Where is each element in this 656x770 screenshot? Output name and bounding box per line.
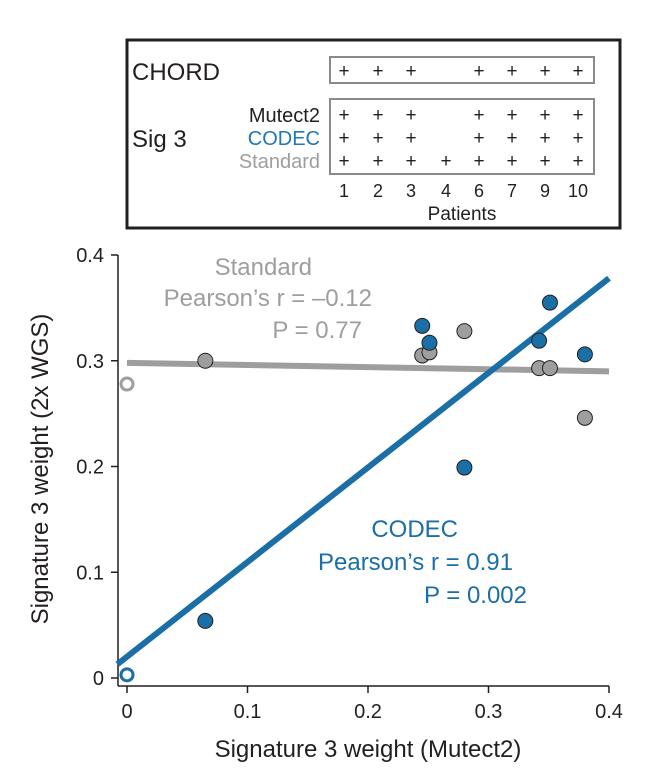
legend-row-standard: Standard [239, 151, 320, 173]
x-tick-label: 0.2 [354, 701, 382, 723]
standard-point [576, 409, 593, 426]
codec-pearson: Pearson’s r = 0.91 [318, 549, 513, 576]
codec-point [531, 332, 548, 349]
scatter-plot: 0 0.1 0.2 0.3 0.4 0 0.1 0.2 0.3 0.4 Signature 3 w… [27, 245, 623, 763]
chord-mark: + [506, 61, 517, 82]
codec-title: CODEC [371, 516, 458, 543]
sig3-mark: + [506, 128, 517, 149]
y-axis-label: Signature 3 weight (2x WGS) [27, 314, 54, 625]
y-tick-label: 0.2 [76, 457, 104, 479]
patient-label: 1 [339, 181, 349, 201]
standard-pearson: Pearson’s r = –0.12 [164, 285, 372, 312]
patients-axis-label: Patients [428, 204, 497, 225]
patient-label: 9 [540, 181, 550, 201]
x-tick-label: 0.3 [475, 701, 503, 723]
patient-label: 2 [373, 181, 383, 201]
patient-label: 3 [406, 181, 416, 201]
data-points [119, 294, 593, 683]
standard-title: Standard [215, 254, 312, 281]
x-tick-label: 0.4 [595, 701, 623, 723]
codec-fit-line [115, 275, 611, 667]
sig3-mark: + [440, 151, 451, 172]
legend-marks: + + + + + + ++ + + + + + ++ + + + + + ++ + + + + + + + [338, 61, 583, 172]
chord-marks-frame [329, 56, 595, 84]
legend-frame [125, 38, 622, 230]
x-tick-label: 0.1 [234, 701, 262, 723]
sig3-mark: + [473, 105, 484, 126]
x-axis-label: Signature 3 weight (Mutect2) [215, 736, 522, 763]
sig3-mark: + [539, 151, 550, 172]
codec-point [541, 294, 558, 311]
codec-point [119, 667, 135, 683]
chord-mark: + [372, 61, 383, 82]
patient-labels: 1 2 3 4 6 7 9 10 [339, 181, 588, 201]
sig3-mark: + [338, 128, 349, 149]
sig3-mark: + [572, 105, 583, 126]
axes: 0 0.1 0.2 0.3 0.4 0 0.1 0.2 0.3 0.4 [76, 245, 623, 723]
standard-pvalue: P = 0.77 [272, 317, 362, 344]
legend-row-mutect2: Mutect2 [249, 105, 320, 127]
sig3-mark: + [372, 151, 383, 172]
standard-point [541, 360, 558, 377]
codec-point [576, 346, 593, 363]
sig3-mark: + [473, 128, 484, 149]
codec-point [456, 459, 473, 476]
codec-pvalue: P = 0.002 [424, 582, 527, 609]
codec-point [197, 612, 214, 629]
sig3-marks-frame [329, 98, 595, 175]
sig3-mark: + [572, 151, 583, 172]
sig3-mark: + [572, 128, 583, 149]
sig3-mark: + [539, 128, 550, 149]
standard-point [197, 352, 214, 369]
codec-annotation: CODEC Pearson’s r = 0.91 P = 0.002 [318, 516, 527, 609]
chord-label: CHORD [132, 59, 220, 86]
chord-mark: + [572, 61, 583, 82]
legend-box: CHORD Sig 3 Mutect2 CODEC Standard + + + + +… [125, 38, 622, 230]
sig3-mark: + [405, 128, 416, 149]
sig3-mark: + [473, 151, 484, 172]
patient-label: 4 [441, 181, 451, 201]
y-tick-label: 0.3 [76, 351, 104, 373]
chord-mark: + [473, 61, 484, 82]
standard-point [456, 323, 473, 340]
sig3-mark: + [338, 151, 349, 172]
sig3-mark: + [338, 105, 349, 126]
legend-row-codec: CODEC [248, 128, 320, 150]
chord-mark: + [539, 61, 550, 82]
y-tick-label: 0.1 [76, 562, 104, 584]
sig3-mark: + [506, 105, 517, 126]
standard-point [119, 376, 135, 392]
chord-mark: + [405, 61, 416, 82]
y-tick-label: 0 [93, 668, 104, 690]
chord-mark: + [338, 61, 349, 82]
x-tick-label: 0 [121, 701, 132, 723]
sig3-mark: + [506, 151, 517, 172]
codec-point [414, 317, 431, 334]
sig3-mark: + [372, 128, 383, 149]
patient-label: 6 [474, 181, 484, 201]
sig3-mark: + [372, 105, 383, 126]
codec-point [421, 334, 438, 351]
sig3-mark: + [405, 105, 416, 126]
sig3-mark: + [539, 105, 550, 126]
sig3-mark: + [405, 151, 416, 172]
sig3-label: Sig 3 [132, 126, 187, 153]
y-tick-label: 0.4 [76, 245, 104, 267]
patient-label: 10 [568, 181, 588, 201]
standard-annotation: Standard Pearson’s r = –0.12 P = 0.77 [164, 254, 372, 344]
patient-label: 7 [507, 181, 517, 201]
